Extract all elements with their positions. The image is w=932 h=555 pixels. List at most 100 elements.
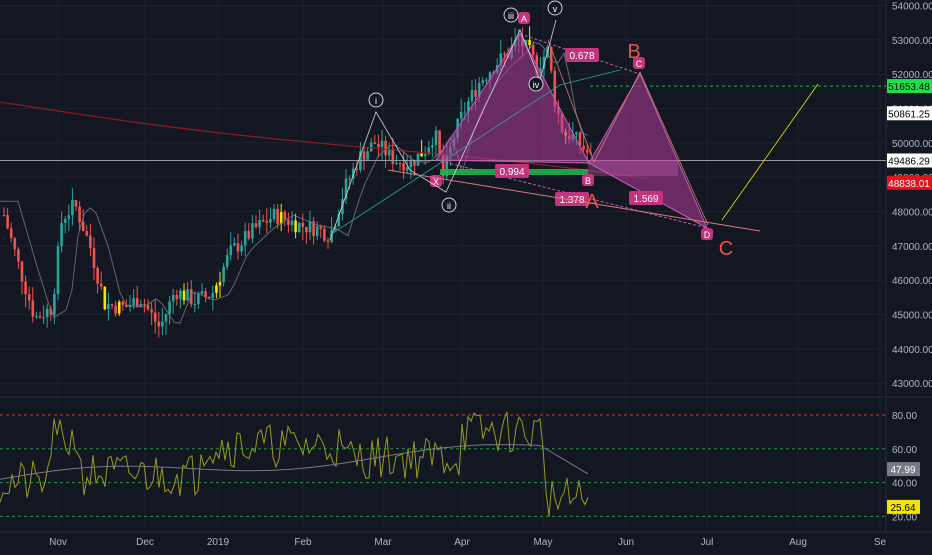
candle-body [251, 223, 254, 239]
candle-body [279, 212, 283, 224]
candle-body [524, 39, 528, 47]
candle-body [45, 308, 49, 318]
wave-label-v: v [547, 0, 563, 16]
candle-body [413, 160, 416, 166]
candle [362, 145, 366, 171]
candle-body [308, 221, 312, 233]
candle-body [132, 298, 135, 306]
candle-body [49, 308, 53, 315]
harmonic-point-c: C [633, 57, 645, 69]
candle [35, 311, 38, 319]
candle [139, 299, 143, 307]
candle-body [474, 89, 477, 97]
candle [103, 286, 107, 311]
candle [117, 299, 121, 316]
ratio-badge: 0.678 [565, 48, 599, 62]
candle-body [71, 200, 74, 216]
candle [45, 303, 49, 328]
candle-body [420, 153, 423, 157]
candle [110, 303, 114, 310]
y-tick-label: 50000.00 [892, 139, 932, 150]
candle-body [459, 112, 463, 119]
candle-body [488, 72, 492, 80]
candle-body [114, 305, 117, 314]
candle-body [377, 144, 380, 148]
candle [186, 282, 189, 301]
candle-body [423, 154, 427, 157]
candle-body [35, 316, 38, 318]
candle-body [215, 285, 218, 293]
price-label: 49486.29 [887, 153, 932, 168]
candle [27, 286, 31, 310]
ratio-badge-label: 0.678 [569, 51, 594, 62]
candle-body [2, 214, 6, 216]
candle [485, 77, 488, 85]
candle-body [60, 223, 63, 247]
x-tick-label: Se [874, 537, 887, 548]
candle-body [27, 294, 31, 301]
candle [269, 207, 272, 229]
y-tick-label: 45000.00 [892, 311, 932, 322]
candle [348, 175, 351, 190]
candle [312, 216, 315, 245]
candle [222, 262, 225, 287]
candle [240, 240, 243, 256]
candle-body [85, 231, 89, 236]
candle [74, 199, 78, 211]
y-tick-label: 48000.00 [892, 208, 932, 219]
price-label-text: 50861.25 [888, 109, 930, 120]
candle-body [409, 160, 413, 168]
wave-label-text: ii [447, 201, 451, 211]
candle [423, 146, 427, 165]
price-label-text: 49486.29 [888, 157, 930, 168]
candle-body [337, 214, 341, 227]
candle [272, 204, 276, 223]
candle-body [107, 304, 110, 310]
harmonic-point-label: C [636, 59, 643, 69]
candle [247, 222, 251, 241]
candle [254, 215, 258, 229]
candle-body [276, 208, 279, 224]
candle [150, 302, 153, 325]
candle [211, 285, 215, 311]
candle-body [369, 142, 373, 152]
candle-body [204, 291, 207, 297]
candle-body [287, 219, 290, 225]
candle-body [161, 321, 164, 327]
candle-body [186, 289, 189, 301]
y-tick-label: 54000.00 [892, 2, 932, 13]
ratio-badge-bg [555, 192, 589, 206]
candle-body [398, 163, 402, 165]
candle-body [20, 261, 24, 282]
candle-body [333, 226, 337, 230]
candle-body [139, 304, 143, 307]
price-label: 50861.25 [887, 106, 932, 121]
candle-body [323, 228, 326, 241]
candle-body [17, 249, 20, 262]
candle-body [290, 220, 294, 225]
candle-body [441, 154, 445, 177]
candle [225, 248, 229, 270]
harmonic-point-badge [701, 228, 713, 240]
candle [96, 265, 99, 294]
candle [290, 211, 294, 232]
candle-body [117, 301, 121, 314]
rsi-value-bg [887, 499, 920, 514]
wave-label-text: iii [508, 11, 514, 21]
x-tick-label: Aug [789, 537, 807, 548]
ratio-badge: 1.378 [555, 192, 589, 206]
candle-body [24, 281, 27, 295]
candle-body [240, 245, 243, 252]
candle-body [485, 79, 488, 81]
candle-body [467, 101, 470, 112]
candle [283, 209, 287, 227]
candle [71, 188, 74, 226]
candle-body [63, 219, 67, 224]
rsi-signal-line [0, 444, 589, 480]
wave-label-text: i [375, 96, 377, 106]
y-tick-label: 46000.00 [892, 276, 932, 287]
candle-body [272, 208, 276, 219]
